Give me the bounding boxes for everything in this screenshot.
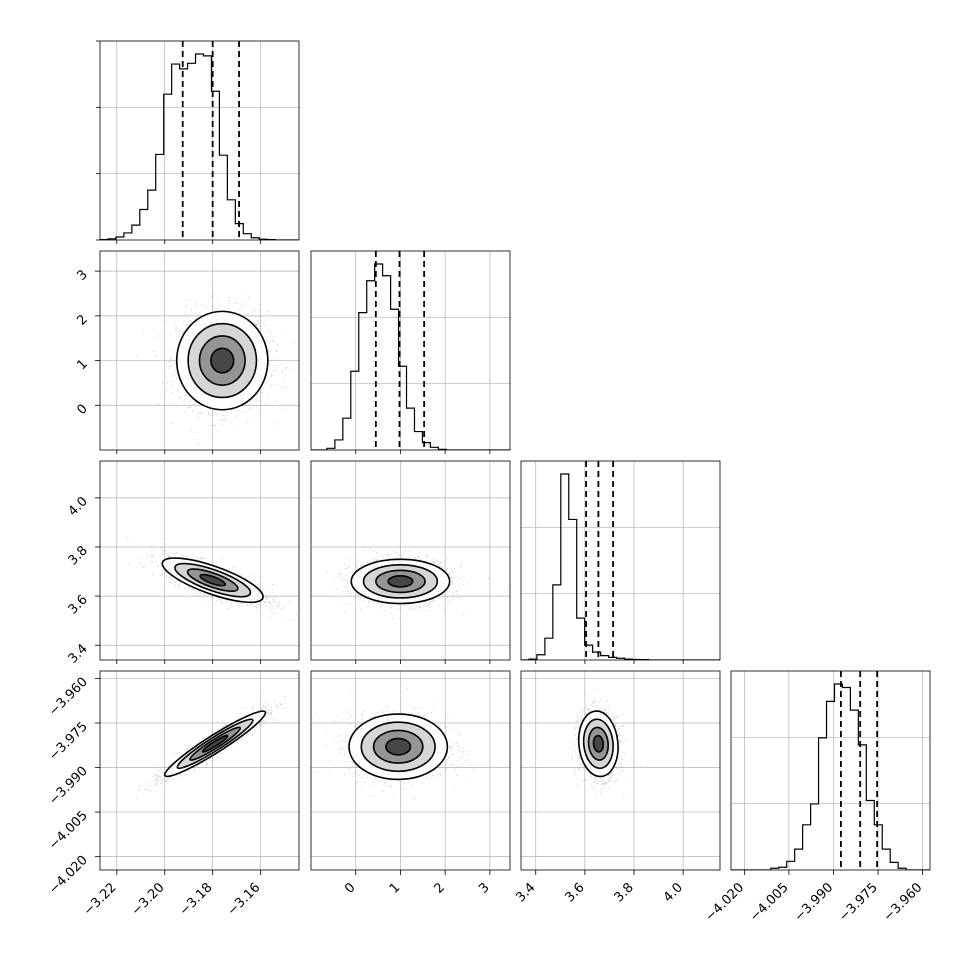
- y-tick-label: −3.960: [46, 675, 91, 720]
- x-tick-label: 3.6: [562, 880, 587, 905]
- x-tick-label: 3.4: [513, 880, 538, 905]
- contour-level: [385, 737, 412, 756]
- y-tick-label: 3.8: [66, 543, 91, 568]
- y-tick-label: 4.0: [66, 494, 91, 519]
- scatter-panel-3-0: [99, 670, 300, 871]
- scatter-panel-3-1: [310, 670, 511, 871]
- panel-frame: [310, 670, 511, 871]
- contour-level: [199, 573, 227, 587]
- histogram-panel-1: [310, 250, 511, 451]
- y-tick-label: −4.005: [46, 808, 91, 853]
- contour-level: [210, 347, 235, 374]
- y-tick-label: 0: [74, 402, 90, 418]
- x-tick-label: −3.975: [836, 880, 881, 925]
- histogram-panel-3: [730, 670, 931, 871]
- x-tick-label: 0: [342, 880, 358, 896]
- histogram-panel-0: [96, 40, 300, 241]
- y-tick-label: 1: [74, 357, 90, 373]
- y-tick-label: −3.990: [46, 764, 91, 809]
- scatter-panel-1-0: [99, 250, 300, 451]
- panel-frame: [730, 670, 931, 871]
- x-tick-label: 4.0: [661, 880, 686, 905]
- x-tick-label: −4.020: [703, 880, 748, 925]
- scatter-panel-2-1: [310, 460, 511, 661]
- histogram-step-0: [100, 53, 299, 240]
- histogram-step-1: [311, 263, 510, 450]
- x-tick-label: 3: [476, 880, 492, 896]
- y-tick-label: −4.020: [46, 853, 91, 898]
- panel-frame: [310, 460, 511, 661]
- histogram-panel-2: [520, 460, 721, 661]
- histogram-step-2: [521, 473, 720, 660]
- x-tick-label: −3.22: [81, 880, 120, 919]
- panel-frame: [520, 670, 721, 871]
- x-tick-label: −3.960: [881, 880, 926, 925]
- contour-level: [592, 734, 605, 753]
- panel-frame: [310, 250, 511, 451]
- panel-frame: [99, 460, 300, 661]
- contour-level: [201, 734, 229, 753]
- x-tick-label: −3.16: [225, 880, 264, 919]
- x-tick-label: −3.20: [129, 880, 168, 919]
- histogram-step-3: [731, 683, 930, 870]
- x-tick-label: −3.18: [177, 880, 216, 919]
- scatter-panel-2-0: [99, 460, 300, 661]
- y-tick-label: 3: [74, 267, 90, 283]
- panel-frame: [520, 460, 721, 661]
- panel-frame: [99, 40, 300, 241]
- y-tick-label: 2: [74, 312, 90, 328]
- scatter-panel-3-2: [520, 670, 721, 871]
- x-tick-label: −3.990: [792, 880, 837, 925]
- panel-frame: [99, 250, 300, 451]
- panel-frame: [99, 670, 300, 871]
- x-tick-label: 2: [432, 880, 448, 896]
- y-tick-label: −3.975: [46, 719, 91, 764]
- contour-level: [387, 575, 414, 588]
- x-tick-label: 1: [387, 880, 403, 896]
- x-tick-label: 3.8: [612, 880, 637, 905]
- y-tick-label: 3.4: [66, 641, 91, 666]
- y-tick-label: 3.6: [66, 592, 91, 617]
- x-tick-label: −4.005: [747, 880, 792, 925]
